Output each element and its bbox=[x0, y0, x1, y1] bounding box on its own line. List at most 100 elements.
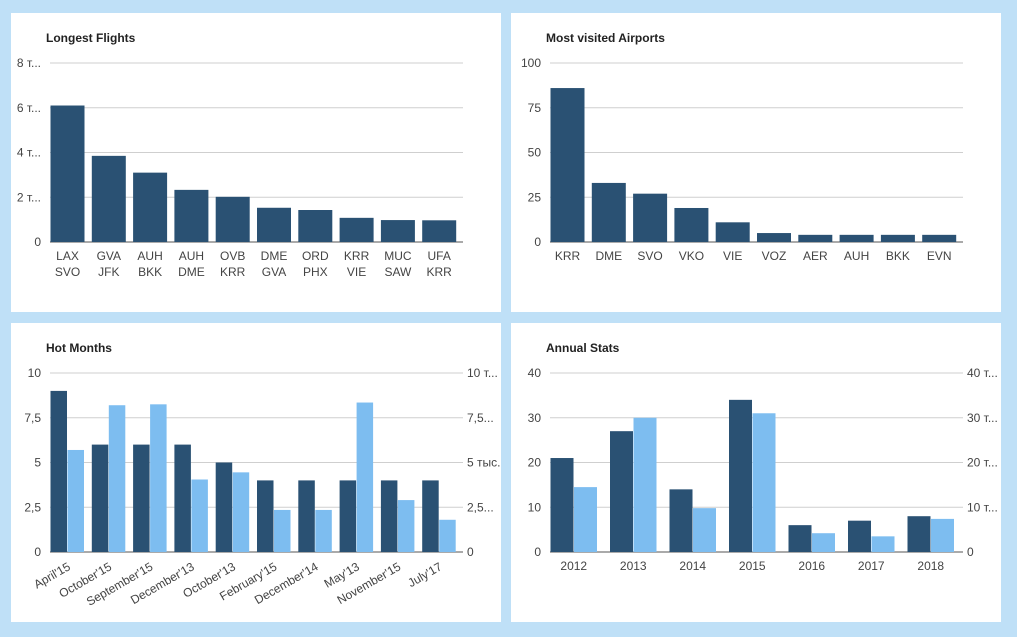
y-tick-label: 8 т... bbox=[17, 56, 41, 70]
y2-tick-label: 2,5... bbox=[467, 500, 494, 514]
annual-stats-panel: Annual Stats 0 0 10 10 т... 20 20 т... 30 30 т.… bbox=[511, 323, 1001, 622]
y2-tick-label: 40 т... bbox=[967, 366, 998, 380]
x-tick-label: JFK bbox=[98, 265, 119, 279]
x-tick-label: SAW bbox=[384, 265, 412, 279]
bar-distance bbox=[315, 509, 332, 552]
bar bbox=[422, 220, 457, 242]
x-tick-label: SVO bbox=[637, 249, 662, 263]
x-tick-label: UFA bbox=[428, 249, 451, 263]
y-tick-label: 2,5 bbox=[24, 500, 41, 514]
x-tick-label: AUH bbox=[844, 249, 869, 263]
annual-stats-chart: 0 0 10 10 т... 20 20 т... 30 30 т... 40 40 т... 20… bbox=[528, 366, 998, 573]
panel-title: Most visited Airports bbox=[546, 31, 665, 45]
bar bbox=[880, 234, 915, 242]
bar-distance bbox=[439, 519, 456, 552]
y-tick-label: 0 bbox=[534, 545, 541, 559]
x-tick-label: 2012 bbox=[560, 559, 587, 573]
bar-flights bbox=[50, 390, 67, 552]
bar bbox=[757, 233, 791, 242]
x-tick-label: VKO bbox=[679, 249, 704, 263]
bar bbox=[339, 217, 374, 242]
y-tick-label: 2 т... bbox=[17, 190, 41, 204]
bar-distance bbox=[693, 508, 716, 552]
x-tick-label: EVN bbox=[927, 249, 952, 263]
x-tick-label: BKK bbox=[138, 265, 162, 279]
bar-flights bbox=[215, 462, 233, 552]
y2-tick-label: 30 т... bbox=[967, 411, 998, 425]
hot-months-chart: 0 02,5 2,5...5 5 тыс.7,5 7,5...10 10 т...Apri… bbox=[24, 366, 500, 609]
bar-flights bbox=[729, 399, 752, 552]
x-tick-label: GVA bbox=[262, 265, 286, 279]
bar bbox=[591, 182, 626, 242]
x-tick-label: 2014 bbox=[679, 559, 706, 573]
y-tick-label: 75 bbox=[528, 101, 542, 115]
bar-distance bbox=[397, 500, 415, 552]
bar bbox=[174, 189, 209, 242]
x-tick-label: AER bbox=[803, 249, 828, 263]
panel-title: Annual Stats bbox=[546, 341, 620, 355]
x-tick-label: GVA bbox=[97, 249, 121, 263]
y2-tick-label: 20 т... bbox=[967, 456, 998, 470]
x-tick-label: 2017 bbox=[858, 559, 885, 573]
x-tick-label: KRR bbox=[344, 249, 370, 263]
x-tick-label: LAX bbox=[56, 249, 79, 263]
y2-tick-label: 0 bbox=[467, 545, 474, 559]
x-tick-label: ORD bbox=[302, 249, 329, 263]
bar-flights bbox=[91, 444, 109, 552]
x-tick-label: 2013 bbox=[620, 559, 647, 573]
bar-distance bbox=[150, 404, 167, 552]
y-tick-label: 40 bbox=[528, 366, 542, 380]
y2-tick-label: 10 т... bbox=[467, 366, 498, 380]
bar bbox=[633, 193, 668, 242]
bar-flights bbox=[339, 480, 357, 552]
y-tick-label: 20 bbox=[528, 456, 542, 470]
bar bbox=[798, 234, 833, 242]
bar-distance bbox=[633, 417, 657, 552]
bar bbox=[380, 220, 415, 242]
bar-distance bbox=[108, 405, 126, 552]
x-tick-label: OVB bbox=[220, 249, 245, 263]
y-tick-label: 10 bbox=[528, 500, 542, 514]
x-tick-label: July'17 bbox=[405, 559, 444, 590]
bar-flights bbox=[550, 458, 574, 552]
x-tick-label: KRR bbox=[555, 249, 581, 263]
longest-flights-chart: 0 2 т... 4 т... 6 т... 8 т... LAX SVO GVA JFK AUH… bbox=[17, 56, 463, 279]
x-tick-label: DME bbox=[261, 249, 288, 263]
bar-flights bbox=[422, 480, 439, 552]
bar bbox=[550, 88, 585, 242]
y-tick-label: 0 bbox=[534, 235, 541, 249]
bar bbox=[91, 155, 126, 242]
y-tick-label: 0 bbox=[34, 545, 41, 559]
bar bbox=[715, 222, 750, 242]
y2-tick-label: 7,5... bbox=[467, 411, 494, 425]
most-visited-airports-panel: Most visited Airports 0 25 50 75 100 KRR DME SV… bbox=[511, 13, 1001, 312]
y-tick-label: 25 bbox=[528, 190, 542, 204]
bar bbox=[215, 196, 250, 242]
x-tick-label: PHX bbox=[303, 265, 328, 279]
bar-distance bbox=[274, 509, 291, 552]
bar-flights bbox=[610, 431, 633, 552]
bar-distance bbox=[812, 533, 835, 552]
bar bbox=[50, 105, 85, 242]
x-tick-label: AUH bbox=[179, 249, 204, 263]
bar bbox=[839, 234, 874, 242]
x-tick-label: KRR bbox=[427, 265, 453, 279]
y-tick-label: 7,5 bbox=[24, 411, 41, 425]
x-tick-label: AUH bbox=[137, 249, 162, 263]
bar-distance bbox=[871, 536, 895, 552]
bar-flights bbox=[133, 444, 150, 552]
y2-tick-label: 5 тыс. bbox=[467, 456, 500, 470]
y2-tick-label: 10 т... bbox=[967, 500, 998, 514]
x-tick-label: KRR bbox=[220, 265, 246, 279]
bar-distance bbox=[191, 479, 208, 552]
y-tick-label: 30 bbox=[528, 411, 542, 425]
y-tick-label: 10 bbox=[28, 366, 42, 380]
x-tick-label: BKK bbox=[886, 249, 910, 263]
x-tick-label: 2016 bbox=[798, 559, 825, 573]
y-tick-label: 50 bbox=[528, 146, 542, 160]
x-tick-label: VIE bbox=[723, 249, 742, 263]
x-tick-label: 2015 bbox=[739, 559, 766, 573]
bar-distance bbox=[356, 402, 374, 552]
y-tick-label: 6 т... bbox=[17, 101, 41, 115]
x-tick-label: MUC bbox=[384, 249, 412, 263]
